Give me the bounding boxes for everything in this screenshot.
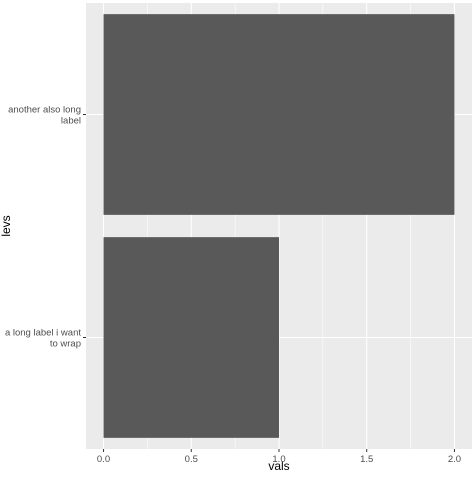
x-tick-label: 1.0	[272, 454, 285, 465]
y-tick-label: to wrap	[50, 339, 81, 350]
y-axis-title: levs	[0, 215, 13, 236]
bar	[103, 237, 279, 438]
y-tick-label: label	[61, 116, 81, 127]
y-tick-label: another also long	[8, 105, 81, 116]
x-tick-label: 0.5	[185, 454, 198, 465]
x-tick-label: 0.0	[97, 454, 110, 465]
y-tick-label: a long label i want	[5, 328, 81, 339]
bar	[103, 14, 455, 215]
bar-layer	[103, 14, 455, 438]
x-tick-label: 2.0	[448, 454, 461, 465]
x-tick-label: 1.5	[360, 454, 373, 465]
x-axis-title: vals	[268, 459, 289, 473]
